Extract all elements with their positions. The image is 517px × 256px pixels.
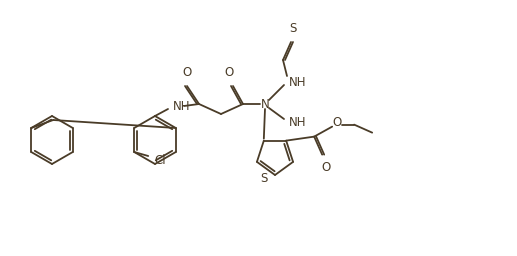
- Text: Cl: Cl: [154, 154, 166, 166]
- Text: NH: NH: [289, 115, 307, 129]
- Text: O: O: [224, 66, 234, 79]
- Text: S: S: [290, 22, 297, 35]
- Text: O: O: [183, 66, 192, 79]
- Text: O: O: [322, 161, 331, 174]
- Text: NH: NH: [289, 76, 307, 89]
- Text: O: O: [332, 116, 342, 129]
- Text: NH: NH: [173, 100, 190, 112]
- Text: N: N: [261, 98, 269, 111]
- Text: S: S: [260, 173, 268, 185]
